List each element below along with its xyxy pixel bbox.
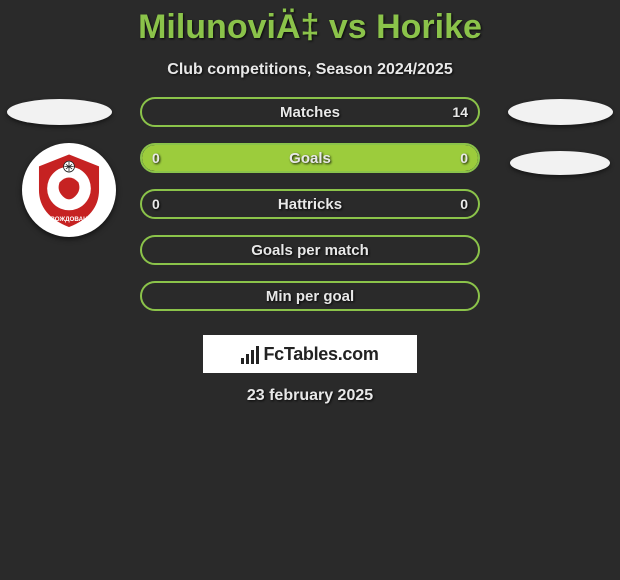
page-title: MilunoviÄ‡ vs Horike (0, 0, 620, 47)
brand-watermark: FcTables.com (203, 335, 417, 373)
brand-chart-icon (241, 344, 259, 364)
player-right-placeholder-icon (508, 99, 613, 125)
stat-right-value: 14 (452, 104, 468, 120)
stat-label: Matches (280, 104, 340, 121)
stat-label: Goals per match (251, 242, 369, 259)
stat-row-hattricks: 0 Hattricks 0 (140, 189, 480, 219)
subtitle: Club competitions, Season 2024/2025 (0, 61, 620, 79)
club-left-crest-icon: ВОЖДОВАЦ (22, 143, 116, 237)
stat-left-value: 0 (152, 150, 160, 166)
club-right-placeholder-icon (510, 151, 610, 175)
stat-row-goals: 0 Goals 0 (140, 143, 480, 173)
stat-label: Min per goal (266, 288, 354, 305)
stat-rows: Matches 14 0 Goals 0 0 Hattricks 0 Goals… (140, 97, 480, 311)
stat-label: Goals (289, 150, 331, 167)
player-left-placeholder-icon (7, 99, 112, 125)
stat-row-goals-per-match: Goals per match (140, 235, 480, 265)
brand-text: FcTables.com (263, 344, 378, 365)
stat-row-matches: Matches 14 (140, 97, 480, 127)
stat-right-value: 0 (460, 150, 468, 166)
svg-text:ВОЖДОВАЦ: ВОЖДОВАЦ (50, 216, 88, 223)
stat-row-min-per-goal: Min per goal (140, 281, 480, 311)
stat-label: Hattricks (278, 196, 342, 213)
stat-right-value: 0 (460, 196, 468, 212)
stat-left-value: 0 (152, 196, 160, 212)
comparison-area: ВОЖДОВАЦ Matches 14 0 Goals 0 0 Hattrick… (0, 97, 620, 327)
generated-date: 23 february 2025 (0, 387, 620, 405)
